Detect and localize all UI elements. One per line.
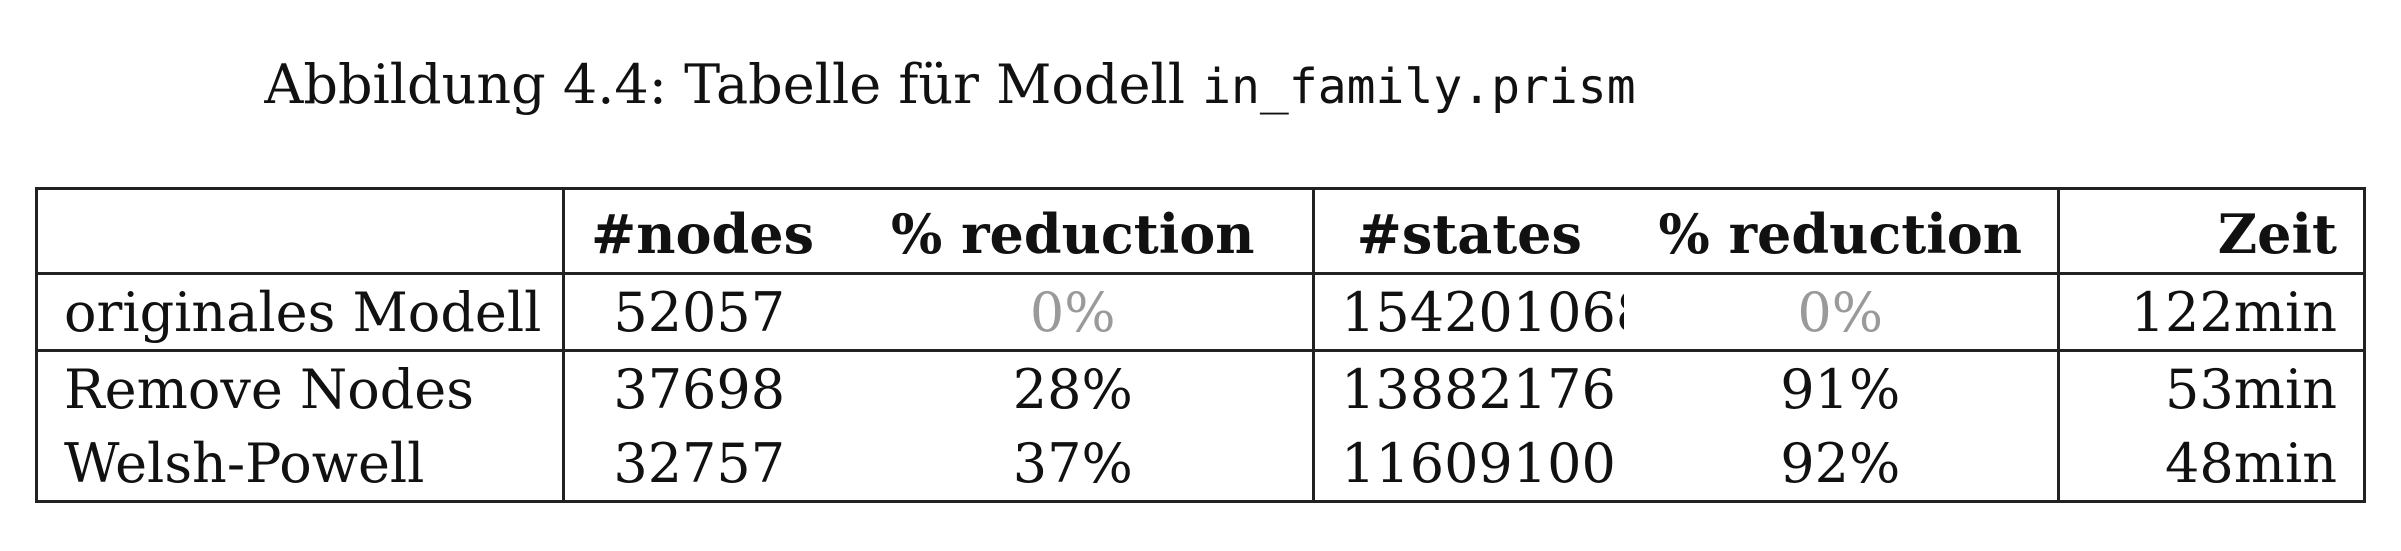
cell-states: 13882176 — [1312, 350, 1624, 426]
cell-time: 53min — [2057, 350, 2366, 426]
cell-states: 11609100 — [1312, 426, 1624, 503]
cell-time: 48min — [2057, 426, 2366, 503]
header-nodes-reduction: % reduction — [833, 187, 1314, 275]
header-nodes: #nodes — [562, 187, 834, 275]
cell-states: 154201068 — [1312, 273, 1624, 352]
caption-filename: in_family.prism — [1202, 59, 1636, 115]
cell-nodes-reduction: 37% — [833, 426, 1314, 503]
cell-nodes: 32757 — [562, 426, 834, 503]
header-row: #nodes % reduction #states % reduction Z… — [35, 187, 2366, 275]
cell-states-reduction: 91% — [1780, 357, 1901, 421]
cell-time: 122min — [2057, 273, 2366, 352]
row-label: Welsh-Powell — [35, 426, 564, 503]
results-table: #nodes % reduction #states % reduction Z… — [35, 187, 2366, 503]
cell-nodes-reduction: 0% — [833, 273, 1314, 352]
row-label: Remove Nodes — [35, 350, 564, 426]
table-row: Remove Nodes 37698 28% 13882176 91% 53mi… — [35, 350, 2366, 426]
cell-states-reduction: 0% — [1623, 273, 2059, 352]
row-label: originales Modell — [35, 273, 564, 352]
table-row: Welsh-Powell 32757 37% 11609100 92% 48mi… — [35, 426, 2366, 503]
cell-nodes: 37698 — [562, 350, 834, 426]
table-row: originales Modell 52057 0% 154201068 0% … — [35, 273, 2366, 352]
cell-states-reduction: 92% — [1623, 426, 2059, 503]
cell-nodes: 52057 — [562, 273, 834, 352]
header-states-reduction: % reduction — [1623, 187, 2059, 275]
figure-caption: Abbildung 4.4: Tabelle für Modell in_fam… — [0, 50, 1900, 122]
header-states: #states — [1312, 187, 1624, 275]
cell-nodes-reduction: 28% — [1012, 357, 1133, 421]
caption-text: Abbildung 4.4: Tabelle für Modell — [264, 53, 1203, 116]
header-empty — [35, 187, 564, 275]
header-time: Zeit — [2057, 187, 2366, 275]
